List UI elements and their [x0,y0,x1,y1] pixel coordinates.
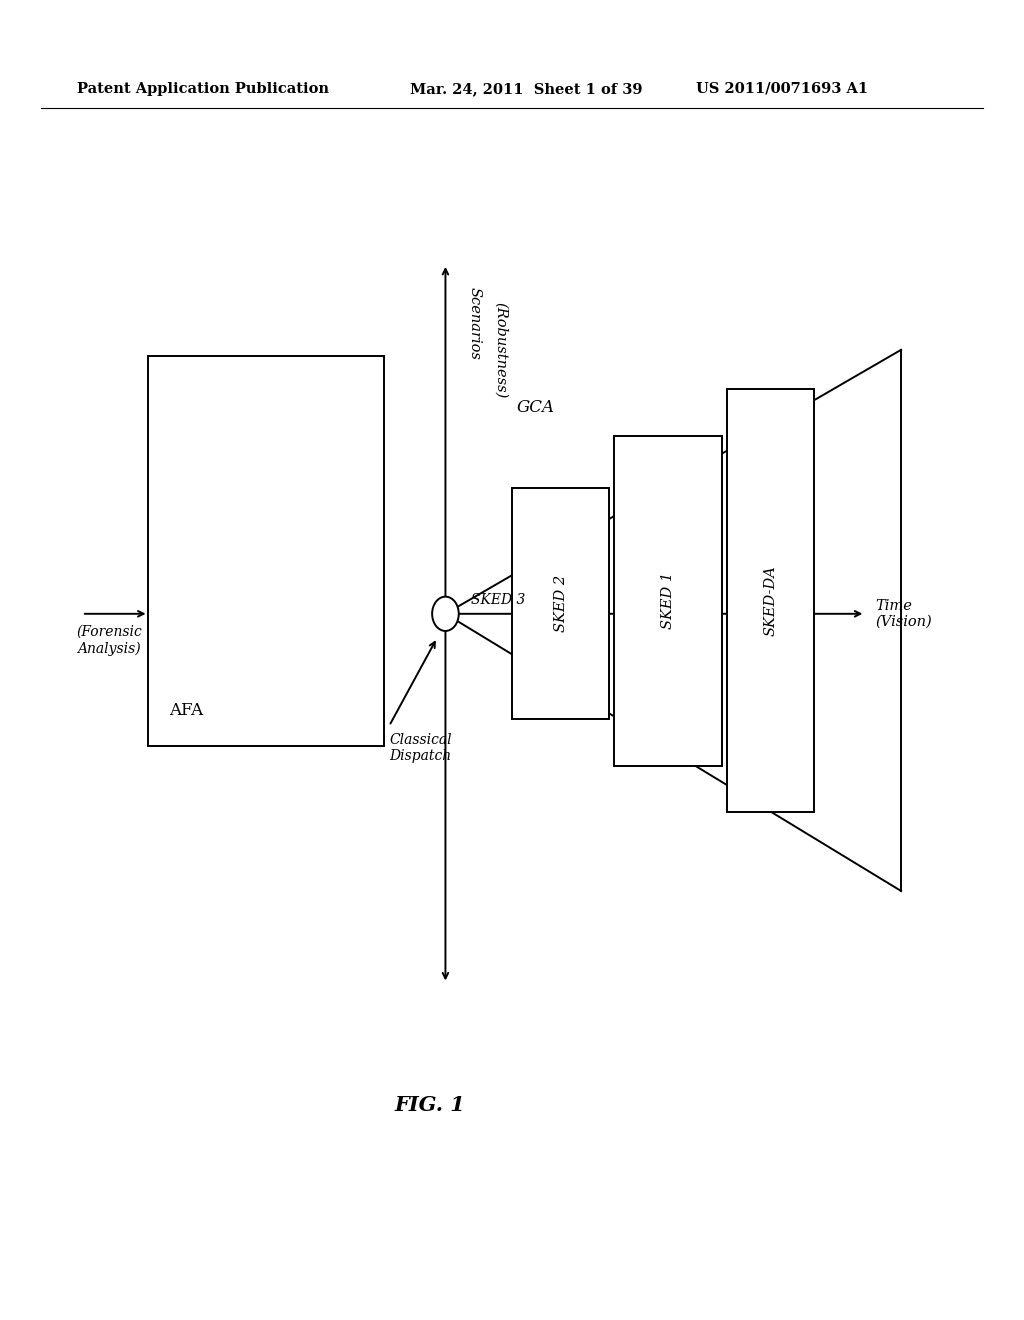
Text: (Forensic
Analysis): (Forensic Analysis) [77,624,142,656]
Bar [614,436,722,766]
Text: SKED 2: SKED 2 [554,576,567,632]
Circle shape [432,597,459,631]
Bar [512,488,609,719]
Text: Patent Application Publication: Patent Application Publication [77,82,329,96]
Text: Classical
Dispatch: Classical Dispatch [389,733,452,763]
Text: US 2011/0071693 A1: US 2011/0071693 A1 [696,82,868,96]
Text: SKED 3: SKED 3 [471,593,525,607]
Text: AFA: AFA [169,702,203,719]
Text: Scenarios: Scenarios [468,286,482,360]
Bar [148,356,384,746]
Text: SKED-DA: SKED-DA [764,565,777,636]
Bar [727,389,814,812]
Text: (Robustness): (Robustness) [494,301,508,399]
Text: GCA: GCA [517,399,555,416]
Text: Time
(Vision): Time (Vision) [876,599,932,628]
Text: Mar. 24, 2011  Sheet 1 of 39: Mar. 24, 2011 Sheet 1 of 39 [410,82,642,96]
Text: SKED 1: SKED 1 [662,572,675,630]
Text: FIG. 1: FIG. 1 [394,1096,466,1115]
